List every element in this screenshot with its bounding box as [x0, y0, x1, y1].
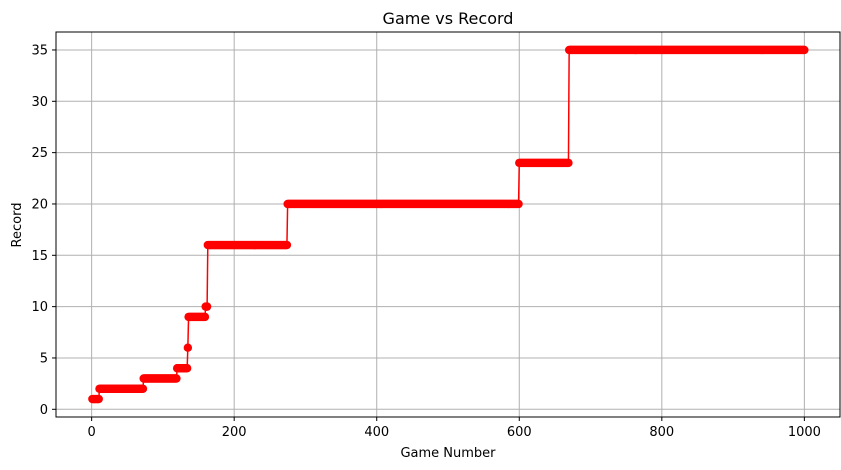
y-tick-label: 20: [31, 197, 48, 212]
data-point: [514, 199, 523, 209]
x-tick-label: 800: [649, 425, 674, 440]
data-point: [564, 158, 573, 168]
x-axis: 0 200 400 600 800 1000: [87, 417, 821, 440]
plot-frame: [55, 31, 841, 418]
y-tick-label: 0: [40, 403, 48, 418]
x-tick-label: 600: [507, 425, 532, 440]
y-tick-label: 30: [31, 95, 48, 110]
y-tick-label: 35: [31, 43, 48, 58]
data-point: [182, 364, 192, 373]
data-point: [172, 374, 181, 383]
chart-title: Game vs Record: [383, 9, 514, 28]
x-tick-label: 1000: [788, 425, 821, 440]
x-axis-title: Game Number: [400, 446, 496, 461]
x-tick-label: 400: [364, 425, 389, 440]
y-axis-title: Record: [10, 203, 25, 248]
y-tick-label: 15: [31, 249, 48, 264]
series-record: [88, 45, 809, 404]
series-line: [92, 49, 805, 400]
data-point: [202, 302, 212, 311]
y-tick-label: 5: [40, 351, 48, 366]
x-tick-label: 200: [222, 425, 247, 440]
data-point: [138, 384, 148, 393]
y-axis: 0 5 10 15 20 25 30 35: [31, 43, 56, 418]
y-tick-label: 10: [31, 300, 48, 315]
data-point: [183, 343, 193, 352]
y-tick-label: 25: [31, 146, 48, 161]
data-point: [800, 45, 809, 55]
data-point: [94, 394, 103, 404]
x-tick-label: 0: [87, 425, 95, 440]
data-point: [200, 312, 210, 322]
data-point: [282, 240, 292, 250]
grid-lines: [56, 32, 840, 417]
